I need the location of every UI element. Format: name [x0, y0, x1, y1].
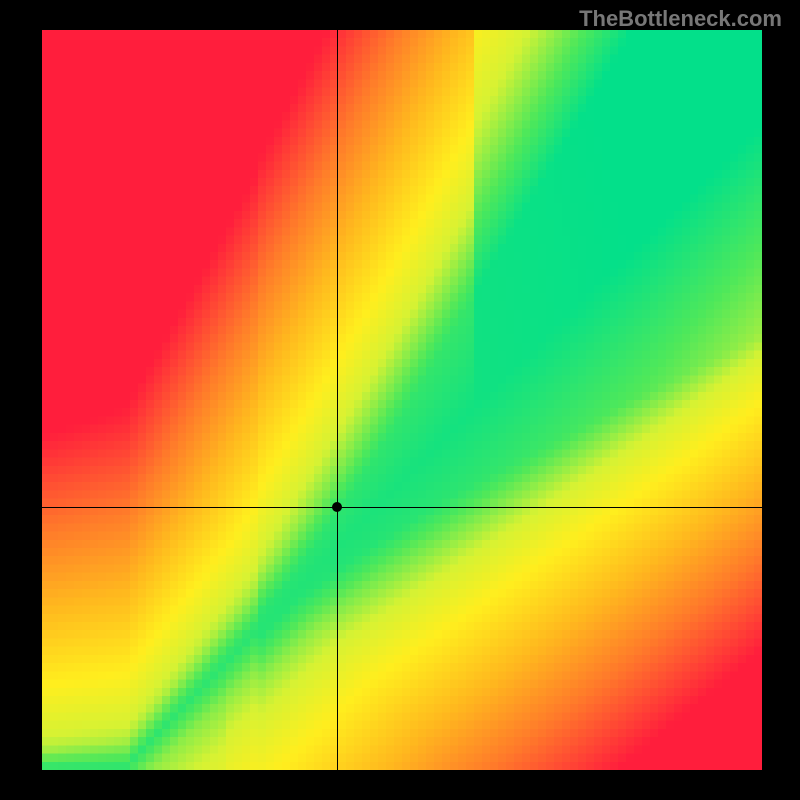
heatmap-canvas	[42, 30, 762, 770]
crosshair-vertical	[337, 30, 338, 770]
watermark-text: TheBottleneck.com	[579, 6, 782, 32]
crosshair-marker	[332, 502, 342, 512]
chart-container: TheBottleneck.com	[0, 0, 800, 800]
crosshair-horizontal	[42, 507, 762, 508]
